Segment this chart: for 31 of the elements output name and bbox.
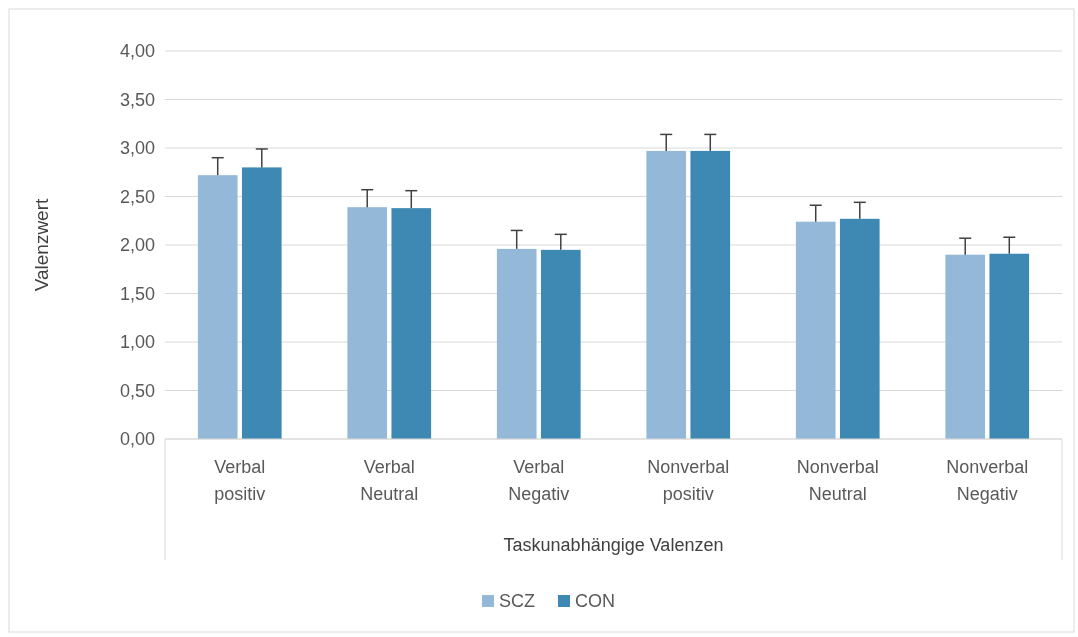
bar — [839, 218, 880, 439]
y-tick-label: 2,50 — [119, 186, 155, 207]
legend-label: CON — [575, 591, 615, 612]
x-tick-label: Verbal positiv — [214, 457, 266, 504]
x-tick-label: Verbal Neutral — [360, 457, 419, 504]
bar — [989, 253, 1030, 439]
legend-label: SCZ — [499, 591, 535, 612]
x-tick-label: Nonverbal Neutral — [796, 457, 879, 504]
y-tick-label: 0,50 — [119, 380, 155, 401]
y-axis-title: Valenzwert — [31, 198, 52, 292]
y-tick-label: 3,50 — [119, 89, 155, 110]
bar — [945, 254, 986, 439]
y-tick-label: 0,00 — [119, 429, 155, 450]
y-tick-label: 1,50 — [119, 283, 155, 304]
bar — [197, 175, 238, 439]
x-tick-label: Verbal Negativ — [508, 457, 570, 504]
bar — [690, 150, 731, 439]
y-tick-label: 3,00 — [119, 138, 155, 159]
y-tick-label: 1,00 — [119, 332, 155, 353]
y-tick-label: 4,00 — [119, 41, 155, 62]
bar — [540, 249, 581, 439]
y-tick-label: 2,00 — [119, 235, 155, 256]
x-tick-label: Nonverbal positiv — [647, 457, 730, 504]
bar — [391, 208, 432, 439]
x-tick-label: Nonverbal Negativ — [946, 457, 1029, 504]
bar — [496, 248, 537, 439]
bar — [795, 221, 836, 439]
bar — [347, 207, 388, 439]
bar — [646, 150, 687, 439]
bar — [241, 167, 282, 439]
x-axis-title: Taskunabhängige Valenzen — [503, 535, 724, 555]
